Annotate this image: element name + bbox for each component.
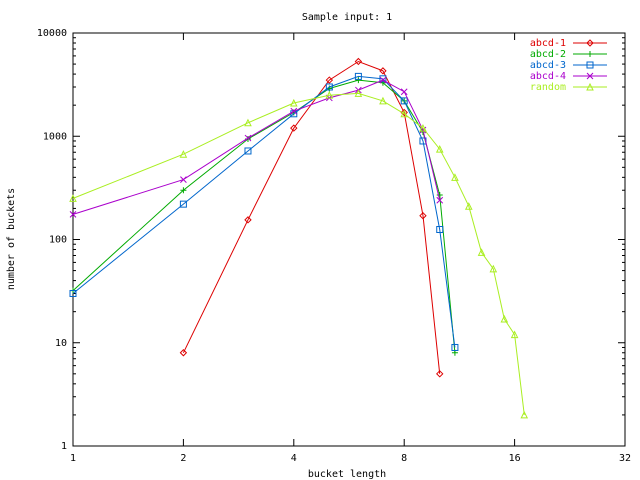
data-point-random [400,109,409,118]
legend-marker [586,61,594,69]
data-point-random [477,248,486,256]
data-point-random [464,202,473,210]
legend-label: abcd-1 [530,38,566,49]
series-layer [69,57,529,419]
data-point-random [244,118,252,127]
legend-marker [586,39,594,47]
series-abcd-4 [69,76,444,218]
legend-marker [586,72,594,80]
axis-ticks: 1 2 4 8 16 32 1 10 100 1000 10000 [37,28,631,464]
x-tick-label: 2 [180,453,186,464]
data-point-abcd-2 [355,77,362,84]
series-line-random [72,92,525,415]
series-random [69,89,529,419]
legend-label: abcd-4 [530,71,566,82]
data-point-abcd-4 [69,211,77,218]
y-tick-label: 10 [55,338,67,349]
data-point-abcd-4 [244,134,252,142]
y-axis-label: number of buckets [6,188,17,290]
data-point-abcd-1 [419,211,427,220]
legend-label: abcd-3 [530,60,566,71]
y-tick-label: 1 [61,441,67,452]
data-point-abcd-2 [436,191,443,198]
y-tick-label: 100 [49,235,67,246]
legend-entry-abcd-2: abcd-2 [530,49,607,60]
data-point-abcd-1 [325,76,334,84]
series-abcd-3 [69,72,459,351]
data-point-abcd-1 [379,67,387,75]
data-point-random [520,410,529,419]
series-line-abcd-4 [72,79,441,215]
legend-label: random [530,82,566,93]
data-point-random [379,96,387,105]
data-point-abcd-4 [400,88,408,96]
plot-frame [72,32,626,447]
data-point-random [325,91,334,99]
data-point-random [179,150,188,158]
legend-marker [586,82,594,91]
data-point-abcd-1 [290,124,298,132]
data-point-abcd-3 [354,72,362,80]
x-axis-label: bucket length [308,469,386,480]
data-point-abcd-3 [244,147,252,155]
data-point-random [354,89,363,97]
data-point-random [451,173,459,181]
data-point-abcd-3 [436,225,444,233]
data-point-random [500,314,509,323]
x-tick-label: 8 [401,453,407,464]
data-point-abcd-1 [400,108,408,117]
data-point-random [69,194,77,202]
data-point-abcd-1 [436,370,444,378]
data-point-abcd-1 [179,349,188,357]
data-point-abcd-3 [179,200,187,208]
series-line-abcd-2 [72,79,456,353]
data-point-abcd-3 [451,343,459,351]
x-tick-label: 1 [70,453,76,464]
series-line-abcd-3 [72,75,456,348]
data-point-random [289,98,298,107]
data-point-abcd-3 [325,83,333,91]
data-point-abcd-4 [379,76,387,84]
series-abcd-2 [70,77,458,356]
data-point-abcd-1 [244,216,252,224]
data-point-abcd-4 [290,107,298,115]
y-tick-label: 10000 [37,28,67,39]
data-point-random [489,264,498,273]
legend-entry-abcd-3: abcd-3 [530,60,607,71]
data-point-abcd-3 [400,97,408,105]
data-point-abcd-3 [379,75,387,83]
chart-title: Sample input: 1 [302,12,392,23]
legend-entry-abcd-1: abcd-1 [530,38,607,49]
data-point-random [510,330,519,339]
x-tick-label: 32 [619,453,631,464]
series-line-abcd-1 [182,60,441,374]
y-tick-label: 1000 [43,131,67,142]
x-tick-label: 4 [291,453,297,464]
legend-label: abcd-2 [530,49,566,60]
series-abcd-1 [179,57,444,378]
data-point-abcd-4 [436,196,444,204]
legend-entry-random: random [530,82,607,93]
data-point-abcd-1 [354,57,363,66]
x-tick-label: 16 [509,453,521,464]
data-point-random [419,123,427,132]
data-point-random [435,145,444,153]
legend-marker [587,51,593,57]
data-point-abcd-4 [180,176,187,183]
data-point-abcd-3 [69,289,77,297]
legend-entry-abcd-4: abcd-4 [530,71,607,82]
data-point-abcd-2 [180,187,187,194]
